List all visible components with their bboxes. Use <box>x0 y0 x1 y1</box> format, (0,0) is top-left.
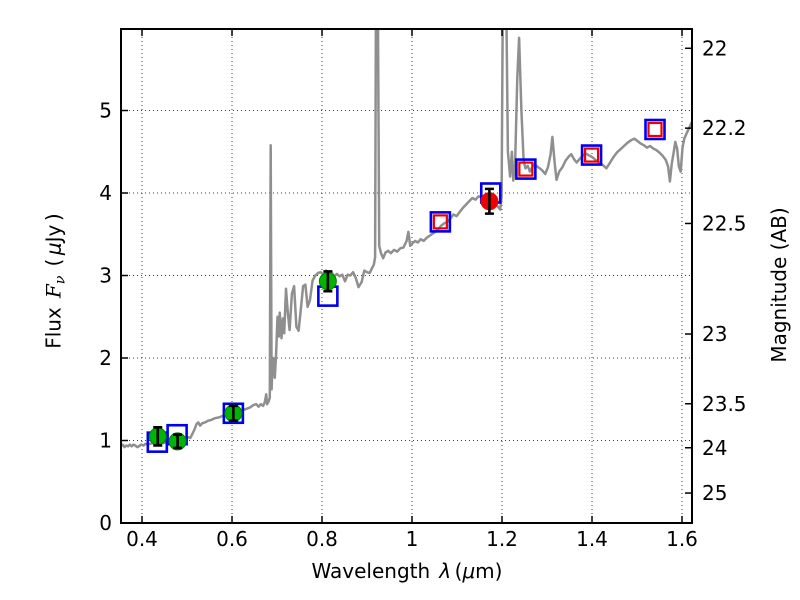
plot-frame <box>120 28 693 524</box>
y-left-paren-open: ( <box>41 258 66 267</box>
y-left-tick-label-2: 2 <box>99 346 112 370</box>
y-left-tick-label-0: 0 <box>99 511 112 535</box>
x-axis-label-word: Wavelength <box>311 559 431 583</box>
y-left-word: Flux <box>41 307 66 349</box>
y-right-tick-label-23.5: 23.5 <box>702 392 747 416</box>
mu-symbol-left: μ <box>41 242 66 256</box>
blue-square-marker-2 <box>222 402 245 425</box>
blue-square-marker-7 <box>580 144 603 166</box>
red-errorbar <box>484 187 494 215</box>
x-tick-label-1: 1 <box>406 527 419 551</box>
x-axis-label: Wavelength λ (μm) <box>312 559 503 583</box>
blue-square-marker-6 <box>515 158 537 180</box>
x-tick-label-0.6: 0.6 <box>216 527 248 551</box>
y-right-tick-label-22.5: 22.5 <box>702 211 747 235</box>
y-left-paren-close: ) <box>41 213 66 222</box>
x-tick-label-1.6: 1.6 <box>666 527 698 551</box>
nu-subscript: ν <box>52 275 69 285</box>
y-left-tick-label-5: 5 <box>99 99 112 123</box>
green-errorbar-2 <box>228 404 238 423</box>
flux-symbol: F <box>41 284 66 299</box>
mu-symbol: μ <box>462 559 476 583</box>
blue-square-marker-8 <box>644 118 666 141</box>
y-left-tick-label-4: 4 <box>99 181 112 205</box>
x-axis-unit-close: m) <box>475 559 503 583</box>
y-right-tick-label-22: 22 <box>702 36 727 60</box>
green-errorbar-0 <box>153 426 163 447</box>
red-square-marker-2 <box>583 147 600 163</box>
lambda-symbol: λ <box>439 559 452 583</box>
y-left-unit: Jy <box>41 224 66 243</box>
red-square-marker-0 <box>432 214 448 230</box>
blue-square-marker-4 <box>429 211 452 233</box>
x-tick-label-0.8: 0.8 <box>306 527 338 551</box>
x-tick-label-0.4: 0.4 <box>126 527 158 551</box>
x-tick-label-1.4: 1.4 <box>576 527 608 551</box>
green-errorbar-3 <box>323 270 333 293</box>
y-right-text: Magnitude (AB) <box>767 207 791 363</box>
red-square-marker-1 <box>518 161 534 177</box>
y-axis-label-right: Magnitude (AB) <box>767 207 791 362</box>
y-left-tick-label-3: 3 <box>99 264 112 288</box>
x-axis-unit-open: ( <box>454 559 463 583</box>
green-errorbar-1 <box>173 433 183 450</box>
x-tick-label-1.2: 1.2 <box>486 527 518 551</box>
red-square-marker-3 <box>647 121 663 138</box>
y-left-tick-label-1: 1 <box>99 429 112 453</box>
y-right-tick-label-24: 24 <box>702 436 727 460</box>
y-axis-label-left: Flux Fν ( μJy) <box>42 213 69 349</box>
y-right-tick-label-25: 25 <box>702 481 727 505</box>
y-right-tick-label-22.2: 22.2 <box>702 116 747 140</box>
y-right-tick-label-23: 23 <box>702 322 727 346</box>
spectrum-line <box>121 29 692 449</box>
